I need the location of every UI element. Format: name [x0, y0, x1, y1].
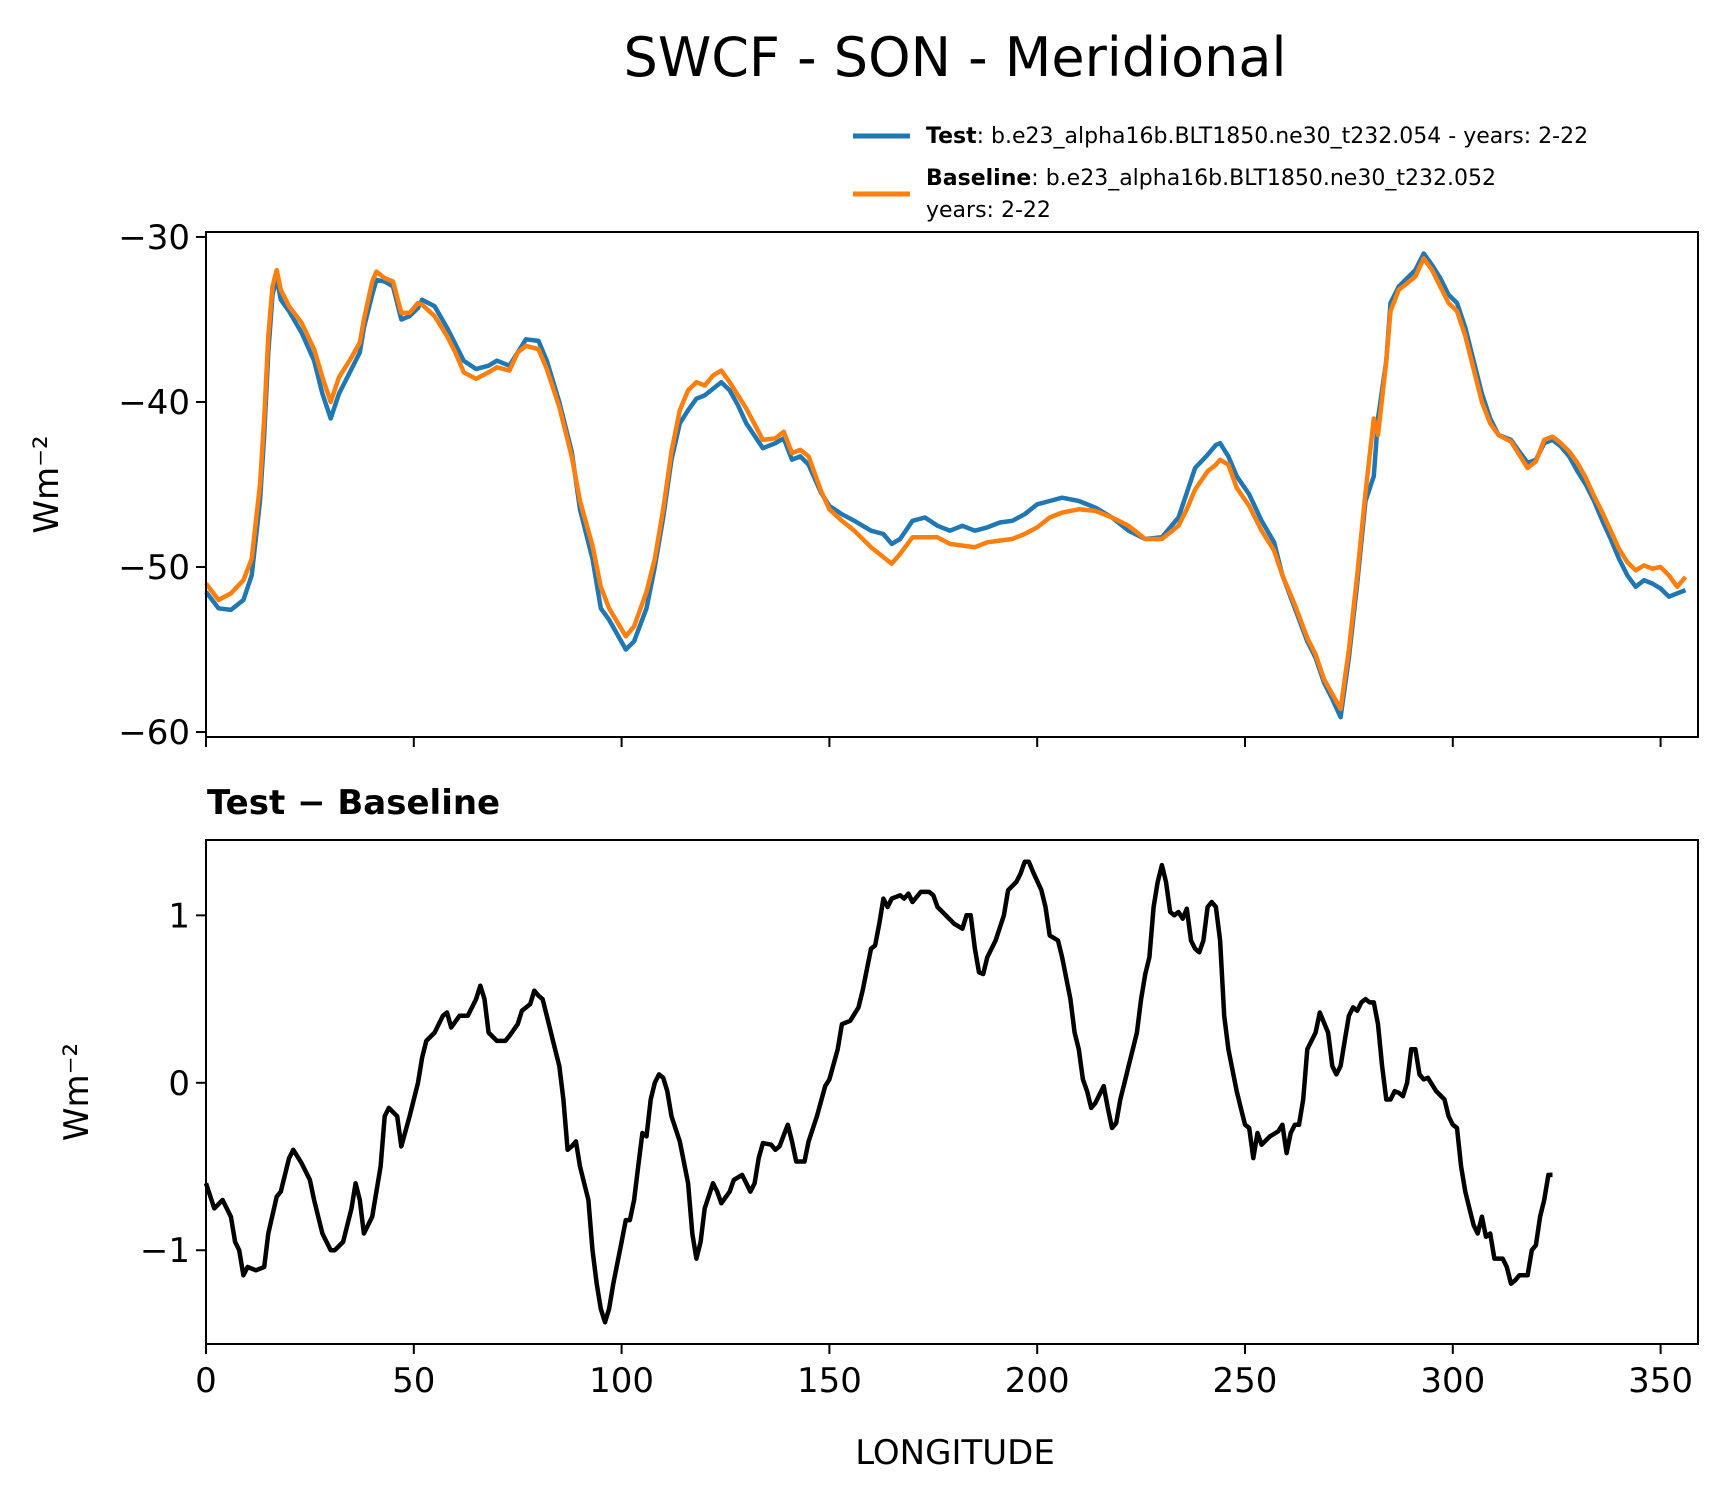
top-y-ticks: −30 −40 −50 −60	[118, 218, 206, 753]
test-series-line	[204, 251, 1687, 720]
legend-baseline-label: Baseline: b.e23_alpha16b.BLT1850.ne30_t2…	[926, 166, 1496, 191]
x-axis-label: LONGITUDE	[855, 1433, 1055, 1473]
bottom-x-ticks: 0 50 100 150 200 250 300 350	[195, 1344, 1693, 1401]
top-y-axis-label: Wm⁻²	[27, 435, 67, 533]
figure-title: SWCF - SON - Meridional	[624, 26, 1287, 89]
x-tick-label: 0	[195, 1361, 217, 1401]
y-tick-label: 0	[168, 1064, 190, 1104]
legend-baseline-text: : b.e23_alpha16b.BLT1850.ne30_t232.052	[1031, 166, 1496, 191]
legend: Test: b.e23_alpha16b.BLT1850.ne30_t232.0…	[853, 124, 1588, 223]
legend-baseline-line2: years: 2-22	[926, 198, 1051, 223]
top-x-ticks	[205, 737, 1662, 747]
bottom-axes-frame	[205, 839, 1699, 1345]
y-tick-label: −60	[118, 713, 190, 753]
x-tick-label: 350	[1628, 1361, 1693, 1401]
top-panel: −30 −40 −50 −60 Wm⁻²	[27, 218, 1699, 753]
legend-test-text: : b.e23_alpha16b.BLT1850.ne30_t232.054 -…	[977, 124, 1588, 149]
x-tick-label: 100	[589, 1361, 654, 1401]
legend-test-label: Test: b.e23_alpha16b.BLT1850.ne30_t232.0…	[926, 124, 1588, 149]
x-tick-label: 250	[1213, 1361, 1278, 1401]
bottom-panel: Test − Baseline 1 0 −1 0 50 100 150 200 250 300 3…	[57, 783, 1699, 1473]
x-tick-label: 150	[797, 1361, 862, 1401]
y-tick-label: −50	[118, 548, 190, 588]
x-tick-label: 300	[1420, 1361, 1485, 1401]
baseline-series-line	[204, 256, 1688, 712]
y-tick-label: 1	[168, 896, 190, 936]
y-tick-label: −30	[118, 218, 190, 258]
bottom-panel-title: Test − Baseline	[207, 783, 500, 823]
bottom-y-ticks: 1 0 −1	[140, 896, 206, 1271]
legend-test-bold: Test	[926, 124, 977, 149]
y-tick-label: −40	[118, 383, 190, 423]
x-tick-label: 50	[392, 1361, 435, 1401]
y-tick-label: −1	[140, 1231, 190, 1271]
x-tick-label: 200	[1005, 1361, 1070, 1401]
bottom-y-axis-label: Wm⁻²	[57, 1043, 97, 1141]
top-axes-frame	[205, 231, 1699, 738]
legend-baseline-bold: Baseline	[926, 166, 1031, 191]
difference-series-line	[203, 859, 1553, 1325]
